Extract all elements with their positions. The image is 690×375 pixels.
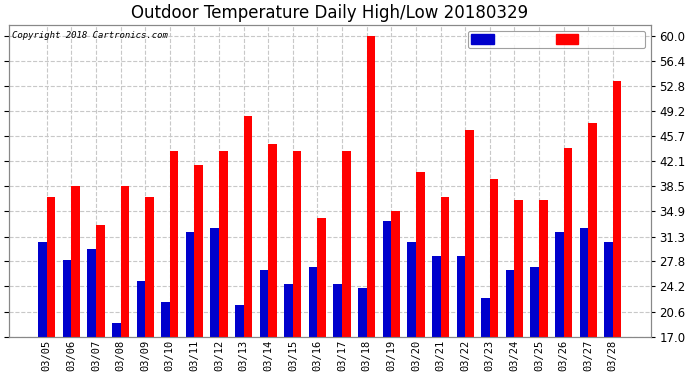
Bar bbox=[366, 36, 375, 337]
Bar bbox=[96, 225, 105, 337]
Bar bbox=[539, 200, 548, 337]
Bar bbox=[555, 232, 564, 337]
Bar bbox=[235, 305, 244, 337]
Bar bbox=[407, 242, 416, 337]
Bar bbox=[333, 284, 342, 337]
Bar bbox=[309, 267, 317, 337]
Bar bbox=[137, 281, 145, 337]
Bar bbox=[145, 197, 154, 337]
Text: Copyright 2018 Cartronics.com: Copyright 2018 Cartronics.com bbox=[12, 32, 168, 40]
Bar bbox=[219, 151, 228, 337]
Bar bbox=[63, 260, 71, 337]
Bar bbox=[588, 123, 597, 337]
Bar bbox=[465, 130, 474, 337]
Bar bbox=[317, 218, 326, 337]
Bar bbox=[342, 151, 351, 337]
Legend: Low  (°F), High  (°F): Low (°F), High (°F) bbox=[468, 31, 645, 48]
Bar bbox=[161, 302, 170, 337]
Bar bbox=[457, 256, 465, 337]
Bar bbox=[47, 197, 55, 337]
Bar bbox=[195, 165, 203, 337]
Bar bbox=[432, 256, 440, 337]
Bar bbox=[383, 221, 391, 337]
Bar bbox=[210, 228, 219, 337]
Bar bbox=[293, 151, 302, 337]
Bar bbox=[531, 267, 539, 337]
Bar bbox=[506, 270, 514, 337]
Bar bbox=[112, 323, 121, 337]
Bar bbox=[391, 211, 400, 337]
Bar bbox=[244, 116, 253, 337]
Bar bbox=[121, 186, 129, 337]
Bar bbox=[284, 284, 293, 337]
Bar bbox=[38, 242, 47, 337]
Bar bbox=[481, 298, 490, 337]
Bar bbox=[564, 148, 572, 337]
Bar bbox=[416, 172, 424, 337]
Bar bbox=[268, 144, 277, 337]
Bar bbox=[490, 179, 498, 337]
Bar bbox=[440, 197, 449, 337]
Bar bbox=[580, 228, 588, 337]
Bar bbox=[170, 151, 179, 337]
Title: Outdoor Temperature Daily High/Low 20180329: Outdoor Temperature Daily High/Low 20180… bbox=[131, 4, 529, 22]
Bar bbox=[613, 81, 622, 337]
Bar bbox=[186, 232, 195, 337]
Bar bbox=[259, 270, 268, 337]
Bar bbox=[358, 288, 366, 337]
Bar bbox=[514, 200, 523, 337]
Bar bbox=[604, 242, 613, 337]
Bar bbox=[71, 186, 80, 337]
Bar bbox=[88, 249, 96, 337]
